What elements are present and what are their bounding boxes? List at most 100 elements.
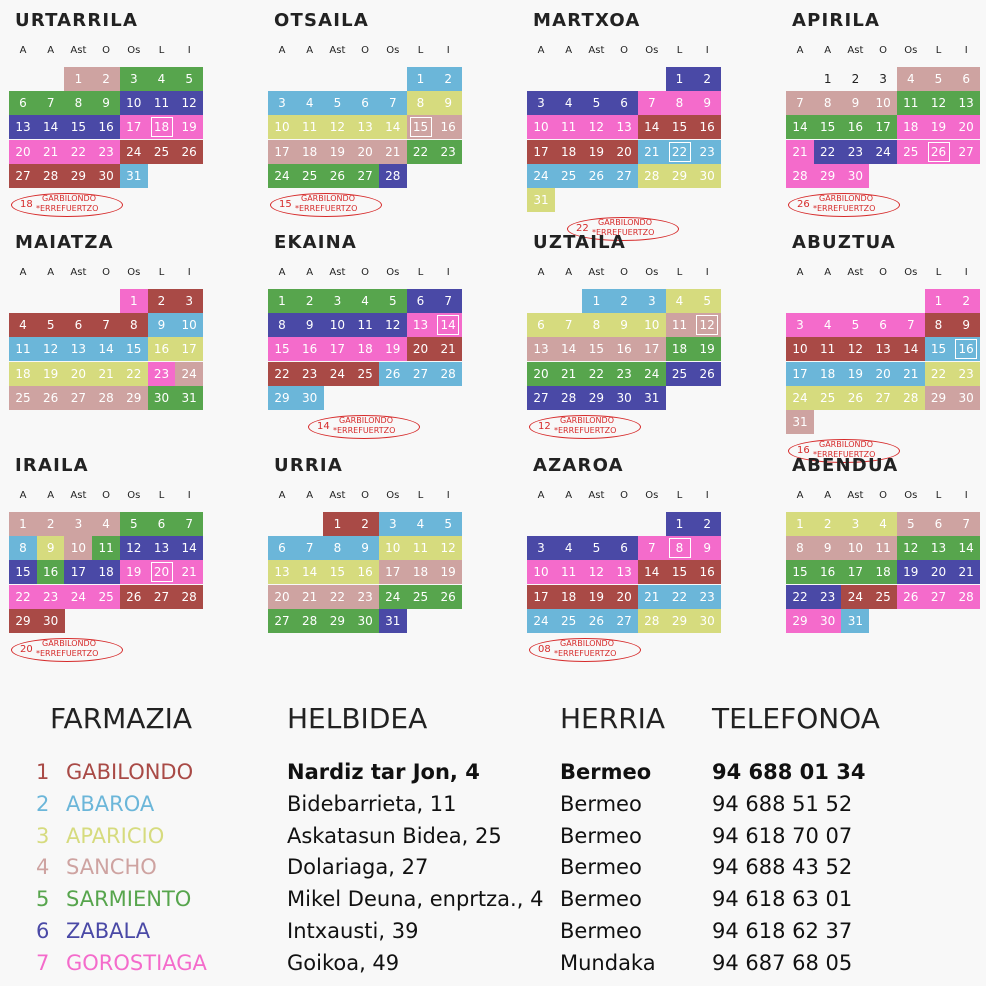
day-cell[interactable]: 28 (175, 584, 204, 609)
day-cell[interactable]: 1 (665, 67, 694, 91)
day-cell[interactable]: 20 (527, 361, 555, 386)
day-cell[interactable]: 4 (554, 536, 583, 561)
day-cell[interactable]: 8 (119, 313, 148, 338)
day-cell[interactable]: 3 (119, 67, 148, 91)
day-cell[interactable]: 3 (323, 289, 352, 313)
day-cell[interactable]: 24 (64, 584, 93, 609)
day-cell[interactable]: 30 (295, 385, 324, 410)
day-cell[interactable]: 8 (582, 313, 611, 338)
day-cell[interactable]: 18 (665, 337, 694, 362)
day-cell[interactable]: 27 (351, 163, 380, 188)
day-cell[interactable]: 13 (147, 536, 176, 561)
day-cell[interactable]: 27 (406, 361, 435, 386)
day-cell[interactable]: 24 (527, 608, 555, 633)
day-cell[interactable]: 21 (434, 337, 463, 362)
day-cell[interactable]: 22 (9, 584, 37, 609)
day-cell[interactable]: 2 (693, 512, 722, 536)
day-cell[interactable]: 22 (406, 139, 435, 164)
day-cell[interactable]: 2 (351, 512, 380, 536)
day-cell[interactable]: 1 (406, 67, 435, 91)
day-cell[interactable]: 30 (952, 385, 981, 410)
day-cell[interactable]: 6 (924, 512, 953, 536)
day-cell[interactable]: 16 (36, 560, 65, 585)
day-cell[interactable]: 5 (924, 67, 953, 91)
day-cell[interactable]: 8 (786, 536, 814, 561)
day-cell[interactable]: 28 (36, 163, 65, 188)
day-cell[interactable]: 5 (896, 512, 925, 536)
day-cell[interactable]: 5 (434, 512, 463, 536)
day-cell[interactable]: 10 (268, 115, 296, 140)
day-cell[interactable]: 13 (610, 115, 639, 140)
day-cell[interactable]: 10 (527, 560, 555, 585)
day-cell[interactable]: 18 (896, 115, 925, 140)
day-cell[interactable]: 1 (323, 512, 352, 536)
day-cell[interactable]: 23 (952, 361, 981, 386)
day-cell[interactable]: 27 (610, 163, 639, 188)
day-cell[interactable]: 15 (268, 337, 296, 362)
day-cell[interactable]: 20 (952, 115, 981, 140)
day-cell[interactable]: 18 (554, 584, 583, 609)
day-cell[interactable]: 17 (323, 337, 352, 362)
day-cell[interactable]: 25 (665, 361, 694, 386)
day-cell[interactable]: 13 (869, 337, 898, 362)
day-cell[interactable]: 23 (351, 584, 380, 609)
day-cell[interactable]: 15 (582, 337, 611, 362)
day-cell[interactable]: 18 (869, 560, 898, 585)
day-cell[interactable]: 7 (295, 536, 324, 561)
day-cell[interactable]: 9 (351, 536, 380, 561)
day-cell[interactable]: 16 (92, 115, 121, 140)
day-cell[interactable]: 4 (9, 313, 37, 338)
day-cell[interactable]: 12 (841, 337, 870, 362)
day-cell[interactable]: 28 (554, 385, 583, 410)
day-cell[interactable]: 2 (610, 289, 639, 313)
day-cell[interactable]: 8 (665, 536, 694, 561)
day-cell[interactable]: 12 (582, 560, 611, 585)
day-cell[interactable]: 17 (637, 337, 666, 362)
day-cell[interactable]: 15 (786, 560, 814, 585)
day-cell[interactable]: 11 (665, 313, 694, 338)
day-cell[interactable]: 16 (952, 337, 981, 362)
day-cell[interactable]: 19 (896, 560, 925, 585)
day-cell[interactable]: 8 (924, 313, 953, 338)
day-cell[interactable]: 13 (924, 536, 953, 561)
day-cell[interactable]: 21 (295, 584, 324, 609)
day-cell[interactable]: 14 (637, 560, 666, 585)
day-cell[interactable]: 24 (119, 139, 148, 164)
day-cell[interactable]: 13 (351, 115, 380, 140)
day-cell[interactable]: 29 (665, 163, 694, 188)
day-cell[interactable]: 18 (92, 560, 121, 585)
day-cell[interactable]: 10 (175, 313, 204, 338)
day-cell[interactable]: 18 (813, 361, 842, 386)
day-cell[interactable]: 27 (869, 385, 898, 410)
day-cell[interactable]: 21 (637, 584, 666, 609)
day-cell[interactable]: 1 (823, 72, 832, 86)
day-cell[interactable]: 2 (851, 72, 860, 86)
day-cell[interactable]: 14 (92, 337, 121, 362)
day-cell[interactable]: 26 (378, 361, 407, 386)
day-cell[interactable]: 17 (527, 584, 555, 609)
day-cell[interactable]: 3 (175, 289, 204, 313)
day-cell[interactable]: 23 (610, 361, 639, 386)
day-cell[interactable]: 7 (378, 91, 407, 116)
day-cell[interactable]: 8 (406, 91, 435, 116)
day-cell[interactable]: 6 (64, 313, 93, 338)
day-cell[interactable]: 11 (406, 536, 435, 561)
day-cell[interactable]: 15 (323, 560, 352, 585)
day-cell[interactable]: 14 (637, 115, 666, 140)
day-cell[interactable]: 4 (295, 91, 324, 116)
day-cell[interactable]: 18 (295, 139, 324, 164)
day-cell[interactable]: 26 (841, 385, 870, 410)
day-cell[interactable]: 6 (527, 313, 555, 338)
day-cell[interactable]: 7 (175, 512, 204, 536)
day-cell[interactable]: 28 (786, 163, 814, 188)
day-cell[interactable]: 9 (92, 91, 121, 116)
day-cell[interactable]: 3 (64, 512, 93, 536)
day-cell[interactable]: 20 (147, 560, 176, 585)
day-cell[interactable]: 9 (813, 536, 842, 561)
day-cell[interactable]: 7 (896, 313, 925, 338)
day-cell[interactable]: 5 (323, 91, 352, 116)
day-cell[interactable]: 30 (813, 608, 842, 633)
day-cell[interactable]: 8 (268, 313, 296, 338)
day-cell[interactable]: 15 (64, 115, 93, 140)
day-cell[interactable]: 25 (351, 361, 380, 386)
